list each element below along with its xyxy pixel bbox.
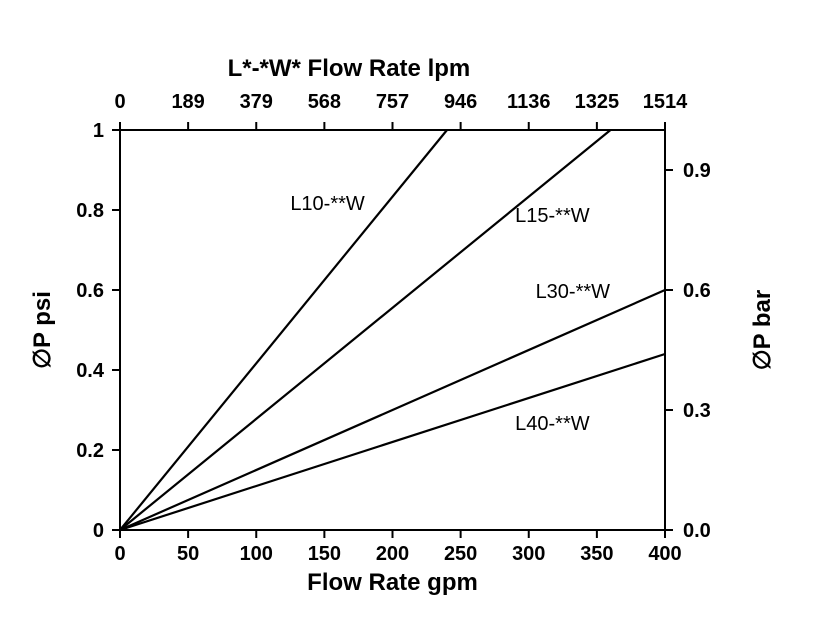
x-tick-label: 400 bbox=[648, 543, 681, 565]
x-axis-label-bottom: Flow Rate gpm bbox=[307, 569, 478, 596]
x-tick-label: 350 bbox=[580, 543, 613, 565]
y-right-tick-label: 0.3 bbox=[683, 400, 711, 422]
y-axis-label-left: ∅P psi bbox=[29, 291, 56, 369]
x-top-tick-label: 568 bbox=[308, 91, 341, 113]
x-tick-label: 300 bbox=[512, 543, 545, 565]
y-left-tick-label: 0.6 bbox=[76, 280, 104, 302]
x-tick-label: 250 bbox=[444, 543, 477, 565]
x-tick-label: 150 bbox=[308, 543, 341, 565]
x-top-tick-label: 946 bbox=[444, 91, 477, 113]
x-tick-label: 100 bbox=[240, 543, 273, 565]
x-top-tick-label: 1136 bbox=[507, 91, 550, 113]
y-right-tick-label: 0.0 bbox=[683, 520, 711, 542]
series-label: L40-**W bbox=[515, 413, 590, 435]
y-axis-label-right: ∅P bar bbox=[749, 290, 776, 371]
x-top-tick-label: 0 bbox=[114, 91, 125, 113]
chart-title-top: L*-*W* Flow Rate lpm bbox=[228, 55, 471, 82]
x-top-tick-label: 1325 bbox=[575, 91, 620, 113]
y-right-tick-label: 0.9 bbox=[683, 160, 711, 182]
y-left-tick-label: 0.2 bbox=[76, 440, 104, 462]
x-top-tick-label: 757 bbox=[376, 91, 409, 113]
y-left-tick-label: 0.8 bbox=[76, 200, 104, 222]
y-right-tick-label: 0.6 bbox=[683, 280, 711, 302]
pressure-flow-chart: 0 50 100 150 200 250 300 350 400 Flow Rate gpm 0 18… bbox=[0, 0, 828, 640]
x-top-tick-label: 379 bbox=[240, 91, 273, 113]
x-tick-label: 50 bbox=[177, 543, 199, 565]
series-label: L30-**W bbox=[536, 281, 611, 303]
series-label: L15-**W bbox=[515, 205, 590, 227]
y-left-tick-label: 1 bbox=[93, 120, 104, 142]
x-top-tick-label: 1514 bbox=[643, 91, 688, 113]
y-left-tick-label: 0 bbox=[93, 520, 104, 542]
y-left-tick-label: 0.4 bbox=[76, 360, 105, 382]
x-top-tick-label: 189 bbox=[171, 91, 204, 113]
series-label: L10-**W bbox=[290, 193, 365, 215]
x-tick-label: 200 bbox=[376, 543, 409, 565]
x-tick-label: 0 bbox=[114, 543, 125, 565]
